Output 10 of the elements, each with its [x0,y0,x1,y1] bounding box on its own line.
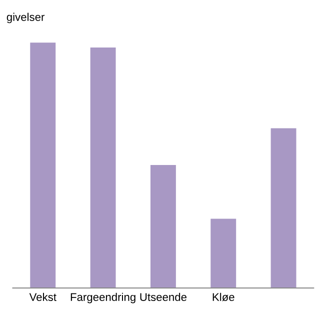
bar [210,218,236,288]
chart-title: givelser [6,12,44,24]
x-tick-label: Kløe [212,292,234,302]
x-tick-label: Fargeendring [70,292,136,304]
bar [150,164,176,288]
bar [270,128,296,288]
bar [90,47,116,288]
x-tick-label: Vekst [29,292,56,302]
x-tick-label: Utseende [140,292,186,302]
bar [30,42,56,288]
